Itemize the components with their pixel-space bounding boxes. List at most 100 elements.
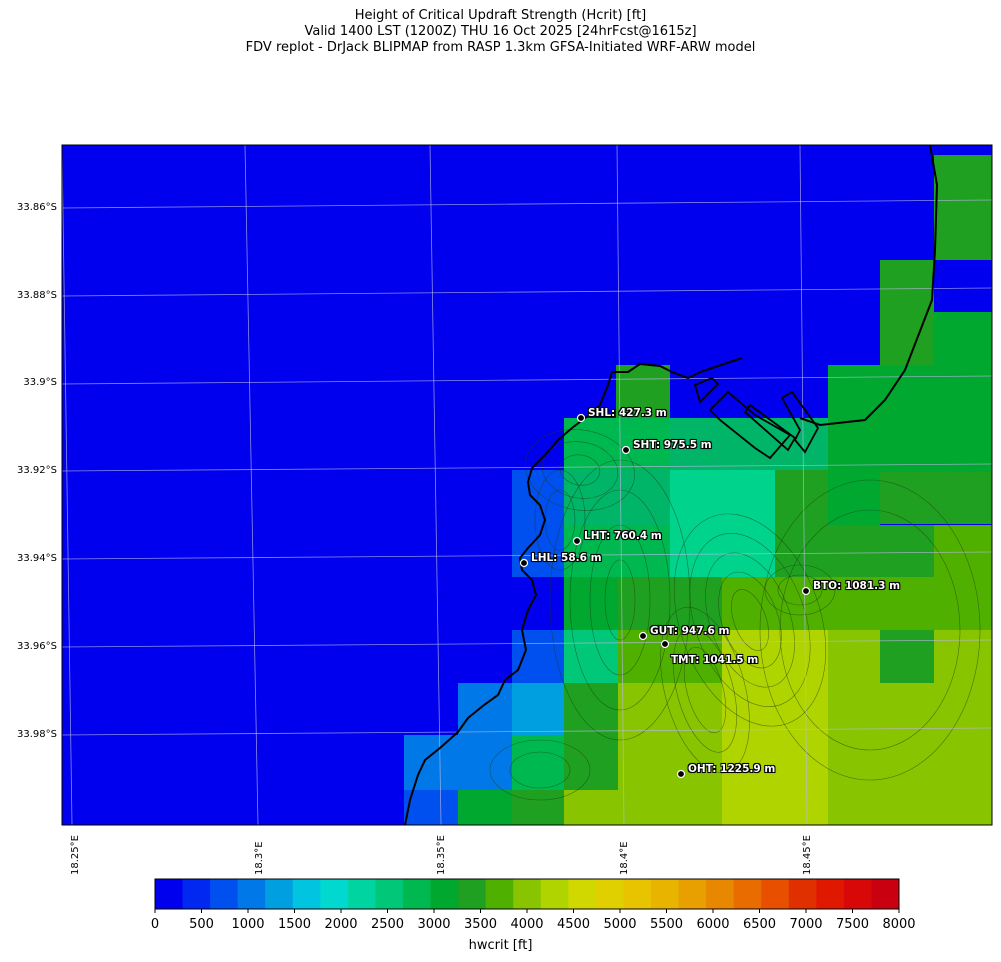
contour-9	[569, 489, 671, 711]
grid-cell-13	[670, 470, 775, 525]
colorbar-tick-1500: 1500	[277, 917, 312, 932]
grid-cell-49	[564, 790, 722, 825]
colorbar-tick-5500: 5500	[649, 917, 684, 932]
contour-17	[541, 441, 619, 499]
station-label-gut: GUT: 947.6 m	[650, 625, 730, 637]
grid-cell-10	[880, 472, 992, 524]
grid-cell-41	[564, 735, 618, 790]
colorbar-segment-7	[347, 879, 376, 909]
lat-label-33-96: 33.96°S	[17, 641, 57, 652]
grid-cell-17	[670, 525, 775, 577]
colorbar-segment-2	[210, 879, 239, 909]
station-label-tmt: TMT: 1041.5 m	[671, 654, 759, 666]
colorbar-segment-16	[595, 879, 624, 909]
contour-19	[489, 739, 591, 801]
colorbar-segment-10	[430, 879, 459, 909]
grid-cell-37	[828, 683, 992, 735]
colorbar-tick-500: 500	[189, 917, 214, 932]
colorbar-tick-1000: 1000	[231, 917, 265, 932]
station-label-oht: OHT: 1225.9 m	[688, 763, 776, 775]
contour-22	[759, 479, 981, 781]
lat-line-3	[62, 463, 992, 472]
colorbar-segment-6	[320, 879, 349, 909]
lon-label-18-35: 18.35°E	[436, 835, 447, 875]
lon-line-3	[616, 145, 625, 825]
station-label-lht: LHT: 760.4 m	[584, 530, 662, 542]
grid-cell-25	[512, 630, 564, 685]
lon-line-2	[429, 145, 442, 825]
colorbar-segment-1	[182, 879, 211, 909]
lat-line-1	[62, 287, 992, 297]
grid-cell-29	[828, 630, 880, 685]
grid-cell-34	[564, 683, 618, 735]
grid-cell-31	[934, 630, 992, 685]
grid-cell-44	[774, 735, 828, 790]
colorbar-tick-0: 0	[150, 917, 160, 932]
grid-cell-0	[934, 155, 992, 260]
grid-cell-48	[512, 790, 564, 825]
colorbar-tick-2000: 2000	[324, 917, 358, 932]
contour-1	[689, 533, 811, 707]
grid-cell-50	[722, 790, 828, 825]
grid-cell-2	[934, 312, 992, 472]
grid-cell-39	[458, 735, 512, 790]
station-dot-lhl	[519, 558, 529, 568]
colorbar-segment-13	[513, 879, 542, 909]
grid-cell-27	[618, 630, 722, 685]
colorbar-segment-9	[403, 879, 432, 909]
station-dot-gut	[638, 631, 648, 641]
grid-cell-26	[564, 630, 618, 685]
grid-cell-20	[934, 525, 992, 577]
colorbar-tick-8000: 8000	[882, 917, 916, 932]
lat-label-33-88: 33.88°S	[17, 290, 57, 301]
colorbar	[154, 878, 900, 913]
contour-5	[660, 606, 750, 774]
contour-16	[525, 429, 635, 511]
lon-label-18-25: 18.25°E	[70, 835, 81, 875]
colorbar-tick-6500: 6500	[742, 917, 777, 932]
contour-18	[559, 454, 601, 486]
contour-0	[673, 513, 827, 727]
grid-cell-9	[828, 420, 880, 525]
lat-line-4	[62, 551, 992, 560]
coastline	[404, 145, 939, 825]
lat-label-33-94: 33.94°S	[17, 553, 57, 564]
colorbar-segment-15	[568, 879, 597, 909]
grid-cell-5	[880, 365, 934, 473]
grid-cell-46	[404, 790, 458, 825]
harbour-breakwater	[693, 376, 820, 460]
grid-cell-33	[512, 683, 564, 735]
grid-cell-38	[404, 735, 458, 790]
grid-cell-18	[775, 525, 828, 577]
map-source: FDV replot - DrJack BLIPMAP from RASP 1.…	[245, 40, 756, 55]
map-plot-area	[62, 145, 992, 825]
colorbar-segment-3	[237, 879, 266, 909]
lat-line-0	[62, 199, 992, 209]
colorbar-segment-4	[265, 879, 294, 909]
colorbar-segment-20	[706, 879, 735, 909]
colorbar-tick-3500: 3500	[463, 917, 498, 932]
colorbar-segment-26	[871, 879, 900, 909]
plot-frame	[61, 144, 993, 826]
colorbar-segment-25	[843, 879, 872, 909]
colorbar-segment-8	[375, 879, 404, 909]
grid-cell-24	[828, 577, 992, 630]
colorbar-segment-19	[678, 879, 707, 909]
colorbar-segment-23	[788, 879, 817, 909]
grid-cell-7	[564, 418, 670, 470]
colorbar-tick-5000: 5000	[603, 917, 637, 932]
graticule	[62, 145, 992, 825]
grid-cell-42	[618, 735, 722, 790]
lat-label-33-9: 33.9°S	[23, 377, 57, 388]
colorbar-tick-6000: 6000	[696, 917, 730, 932]
colorbar-segment-22	[761, 879, 790, 909]
station-label-sht: SHT: 975.5 m	[633, 439, 712, 451]
grid-cell-19	[828, 525, 934, 577]
station-dot-bto	[801, 586, 811, 596]
station-dot-shl	[576, 413, 586, 423]
colorbar-tick-4000: 4000	[510, 917, 544, 932]
lon-label-18-3: 18.3°E	[254, 841, 265, 875]
grid-cell-32	[458, 683, 512, 735]
grid-cell-36	[722, 683, 828, 735]
